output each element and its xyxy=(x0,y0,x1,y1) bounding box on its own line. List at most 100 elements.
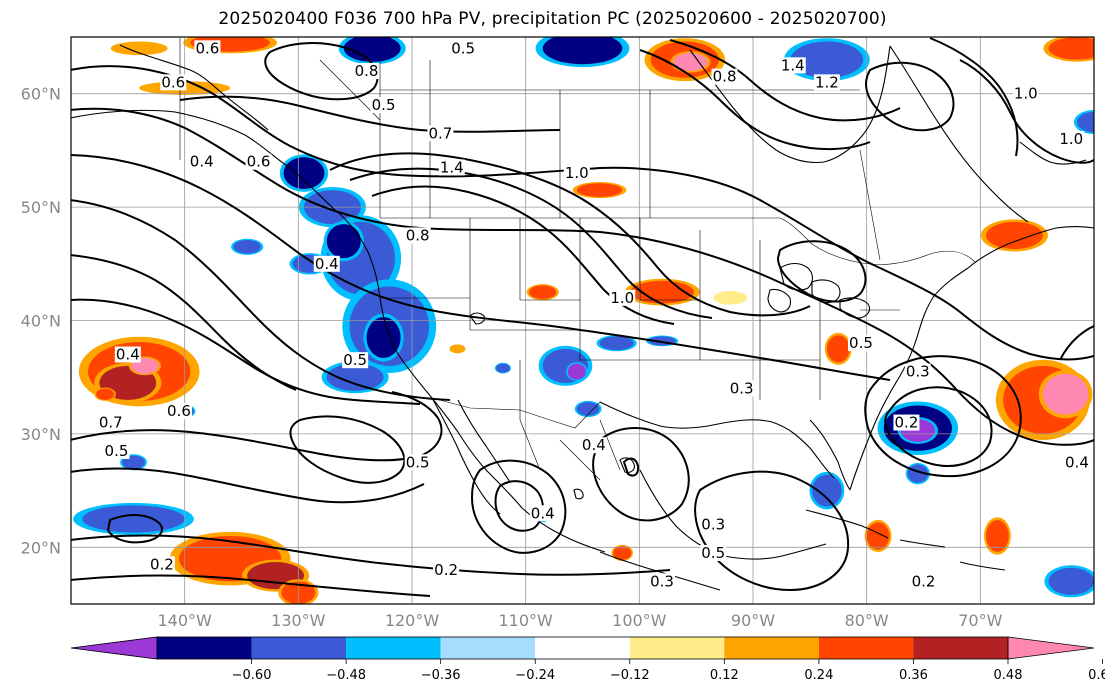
lon-tick-label: 140°W xyxy=(157,611,212,630)
contour-label: 0.4 xyxy=(116,346,140,364)
precip-blob xyxy=(326,224,361,259)
colorbar-tick-label: 0.12 xyxy=(710,668,739,683)
precip-blob xyxy=(82,505,185,533)
precip-blob xyxy=(343,37,401,62)
colorbar-max-extension xyxy=(1007,636,1095,660)
contour-label-bg xyxy=(893,414,920,431)
map-frame xyxy=(70,36,1095,605)
colorbar-swatch xyxy=(913,637,1008,659)
colorbar-tick-label: 0.24 xyxy=(804,668,833,683)
contour-label-bg xyxy=(404,454,431,471)
lat-tick-label: 40°N xyxy=(21,312,61,331)
contour-label-bg xyxy=(148,556,175,573)
precip-blob xyxy=(1042,373,1089,415)
lon-tick-label: 90°W xyxy=(731,611,775,630)
contour-label: 1.4 xyxy=(781,56,805,74)
colorbar-swatch xyxy=(535,637,630,659)
colorbar-tick-label: −0.48 xyxy=(326,668,366,683)
lat-tick-label: 50°N xyxy=(21,198,61,217)
contour-label-bg xyxy=(404,227,431,244)
contour-label: 0.2 xyxy=(150,555,174,573)
contour-label: 0.3 xyxy=(906,363,930,381)
precip-blob xyxy=(812,474,842,507)
precip-blob xyxy=(713,291,748,305)
precip-blob xyxy=(599,336,634,350)
contour-label-bg xyxy=(433,561,460,578)
contour-label-bg xyxy=(450,40,477,57)
contour-label: 0.5 xyxy=(849,334,873,352)
colorbar-swatch xyxy=(724,637,819,659)
contour-label: 0.5 xyxy=(451,39,475,57)
contour-label: 1.4 xyxy=(440,158,464,176)
contour-label: 0.6 xyxy=(167,402,191,420)
contour-label: 1.2 xyxy=(815,73,839,91)
contour-label-bg xyxy=(649,573,676,590)
contour-label-bg xyxy=(427,125,454,142)
contour-label-bg xyxy=(529,505,556,522)
contour-label: 0.5 xyxy=(343,351,367,369)
contour-label: 0.2 xyxy=(912,572,936,590)
contour-label: 0.2 xyxy=(895,414,919,432)
lon-tick-label: 80°W xyxy=(845,611,889,630)
colorbar-swatch xyxy=(818,637,914,659)
contour-label: 0.3 xyxy=(650,572,674,590)
contour-label-bg xyxy=(700,516,727,533)
contour-label: 1.0 xyxy=(1014,85,1038,103)
contour-label: 1.0 xyxy=(610,289,634,307)
precip-blob xyxy=(576,402,600,416)
contour-label: 0.3 xyxy=(730,380,754,398)
precip-blob xyxy=(233,239,261,254)
precip-blob xyxy=(986,221,1043,250)
contour-label: 0.4 xyxy=(531,504,555,522)
precip-blob xyxy=(1076,111,1094,133)
contour-label-bg xyxy=(910,573,937,590)
colorbar-swatch xyxy=(346,637,441,659)
contour-label: 0.5 xyxy=(701,544,725,562)
colorbar: −0.60 −0.48 −0.36 −0.24 −0.12 0.12 0.24 0.36 0.4… xyxy=(70,636,1105,683)
colorbar-swatch xyxy=(629,637,725,659)
contour-label-bg xyxy=(580,437,607,454)
contour-label-bg xyxy=(728,380,755,397)
contour-label: 0.4 xyxy=(315,255,339,273)
contour-label: 0.3 xyxy=(701,516,725,534)
precip-blob xyxy=(529,285,557,299)
contour-label-bg xyxy=(342,352,369,369)
contour-label-bg xyxy=(904,363,931,380)
figure-title: 2025020400 F036 700 hPa PV, precipitatio… xyxy=(218,9,887,29)
contour-label-bg xyxy=(353,63,380,80)
precip-blob xyxy=(986,520,1009,552)
precip-blob xyxy=(826,335,850,363)
contour-label: 0.4 xyxy=(190,153,214,171)
precip-blob xyxy=(567,363,586,380)
precip-blob xyxy=(613,546,632,560)
contour-label-bg xyxy=(188,153,215,170)
lon-tick-label: 100°W xyxy=(612,611,667,630)
contour-label: 0.6 xyxy=(161,73,185,91)
contour-label-bg xyxy=(370,97,397,114)
precip-blob xyxy=(1048,567,1094,595)
precip-blob xyxy=(866,522,890,550)
colorbar-tick-label: −0.60 xyxy=(232,668,272,683)
contour-label-bg xyxy=(194,40,221,57)
contour-label: 1.0 xyxy=(1059,130,1083,148)
precip-blob xyxy=(1048,37,1094,60)
lon-tick-label: 70°W xyxy=(958,611,1002,630)
colorbar-swatch xyxy=(440,637,536,659)
contour-label-bg xyxy=(313,255,340,272)
colorbar-outline xyxy=(156,636,1009,660)
contour-label: 0.6 xyxy=(247,153,271,171)
precip-blob xyxy=(449,344,466,354)
contour-label: 0.2 xyxy=(434,561,458,579)
precip-blob xyxy=(366,317,401,358)
contour-label-bg xyxy=(779,57,806,74)
contour-label: 0.8 xyxy=(713,68,737,86)
precip-blob xyxy=(790,41,864,78)
precip-blob xyxy=(96,388,115,400)
contour-label: 0.7 xyxy=(99,414,123,432)
contour-label-bg xyxy=(1063,454,1090,471)
precip-blob xyxy=(496,363,510,373)
contour-label: 0.6 xyxy=(195,39,219,57)
contour-label: 0.4 xyxy=(582,436,606,454)
contour-label-bg xyxy=(103,442,130,459)
